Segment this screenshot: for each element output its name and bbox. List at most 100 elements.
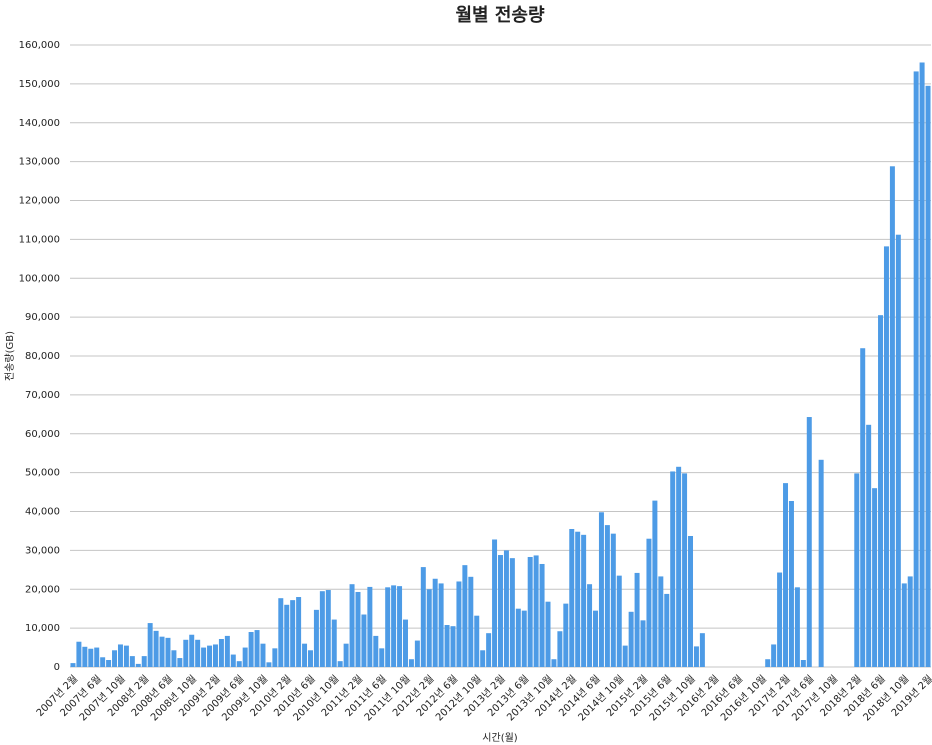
bar [355,591,361,667]
bar [284,604,290,667]
bar [272,648,278,667]
bar [622,645,628,667]
bar [688,535,694,667]
bar [598,512,604,667]
bar [872,488,878,667]
bar [296,597,302,667]
bar [670,471,676,667]
bar [486,633,492,667]
bar [628,611,634,667]
chart-title: 월별 전송량 [455,5,545,26]
bar [218,639,224,667]
bar [901,583,907,667]
bar [889,166,895,668]
bar [420,567,426,667]
bar [604,525,610,667]
bar [450,626,456,667]
bar [70,663,76,667]
bar [224,635,230,667]
bar [878,315,884,667]
bar [521,610,527,667]
bar [117,644,123,667]
bar [242,647,248,667]
bar [212,644,218,667]
bar [498,555,503,667]
bar [207,645,213,667]
bar [106,660,112,667]
bar [860,348,866,667]
y-tick-label: 80,000 [25,351,60,362]
bar [575,531,581,667]
bar [456,581,462,667]
bar [337,661,343,667]
bar [385,587,391,667]
bar [682,473,688,667]
bar [503,550,509,667]
bar [397,586,403,667]
bar [664,593,670,667]
bar [515,608,521,667]
bar [123,645,129,667]
y-tick-label: 130,000 [19,157,60,168]
bar [88,648,94,667]
bar [236,661,242,667]
bar [640,620,646,667]
bar [402,619,408,667]
bar [783,483,789,667]
bar [112,650,118,667]
bar [153,630,159,667]
y-tick-label: 30,000 [25,545,60,556]
bar [468,576,474,667]
bar [248,632,254,667]
bar [658,576,664,667]
bar [646,538,652,667]
bar [159,636,165,667]
bar [76,641,82,667]
bar [331,619,337,667]
bar [290,600,296,667]
bar [593,610,599,667]
bar [313,609,319,667]
bar [135,663,141,667]
y-tick-label: 120,000 [19,196,60,207]
bar [266,662,272,667]
bar [254,630,260,667]
bar [141,656,147,667]
bar [367,586,373,667]
bar [171,650,177,667]
bar [474,615,480,667]
bar [777,572,783,667]
bar [325,590,331,667]
bar [260,643,266,667]
bar [307,650,313,667]
bar [919,62,925,667]
bar [866,424,872,667]
bar [913,71,919,667]
bar [100,657,106,667]
y-tick-label: 110,000 [19,234,60,245]
bar [492,539,498,667]
y-tick-label: 160,000 [19,40,60,51]
bar [676,466,682,667]
bar [414,640,420,667]
bar [349,584,355,667]
bar [319,591,325,667]
bar [895,234,901,667]
bar [539,563,545,667]
bar [652,500,658,667]
bar [189,634,195,667]
y-tick-label: 70,000 [25,390,60,401]
bar [177,658,183,667]
x-axis-label: 시간(월) [482,732,518,744]
bar [551,659,557,667]
bar [907,576,913,667]
bar [610,533,616,667]
bar [581,534,587,667]
bar [373,635,379,667]
y-tick-label: 60,000 [25,429,60,440]
y-tick-label: 150,000 [19,79,60,90]
bar [183,639,189,667]
bar [557,631,563,667]
bar [854,473,860,667]
